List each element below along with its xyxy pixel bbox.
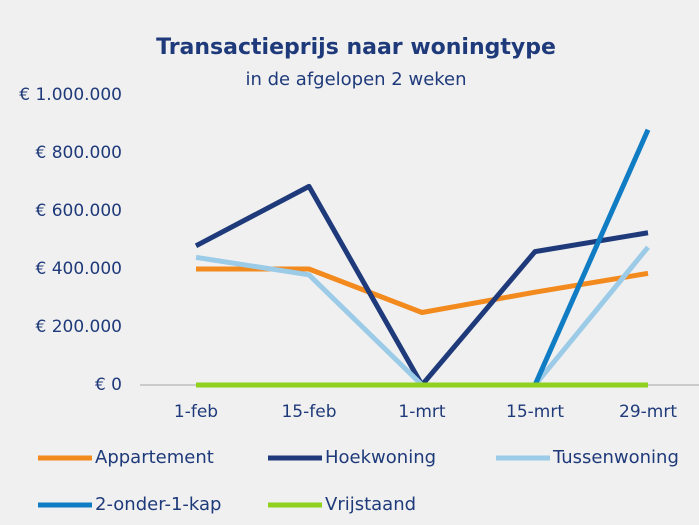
- legend-label: Appartement: [95, 447, 214, 468]
- x-tick-label: 1-feb: [174, 402, 218, 422]
- legend-label: 2-onder-1-kap: [95, 494, 221, 515]
- y-tick-label: € 400.000: [35, 259, 122, 279]
- x-tick-label: 29-mrt: [619, 402, 677, 422]
- y-tick-label: € 800.000: [35, 143, 122, 163]
- legend-label: Tussenwoning: [552, 447, 679, 468]
- y-tick-label: € 600.000: [35, 201, 122, 221]
- legend-label: Vrijstaand: [325, 494, 416, 515]
- legend-label: Hoekwoning: [325, 447, 436, 468]
- chart-title: Transactieprijs naar woningtype: [156, 35, 556, 60]
- x-tick-label: 15-mrt: [506, 402, 564, 422]
- y-tick-label: € 0: [95, 375, 122, 395]
- chart-subtitle: in de afgelopen 2 weken: [245, 69, 466, 90]
- x-tick-label: 1-mrt: [398, 402, 445, 422]
- series-line: [532, 128, 651, 387]
- y-tick-label: € 200.000: [35, 317, 122, 337]
- x-tick-label: 15-feb: [281, 402, 336, 422]
- y-tick-label: € 1.000.000: [19, 85, 122, 105]
